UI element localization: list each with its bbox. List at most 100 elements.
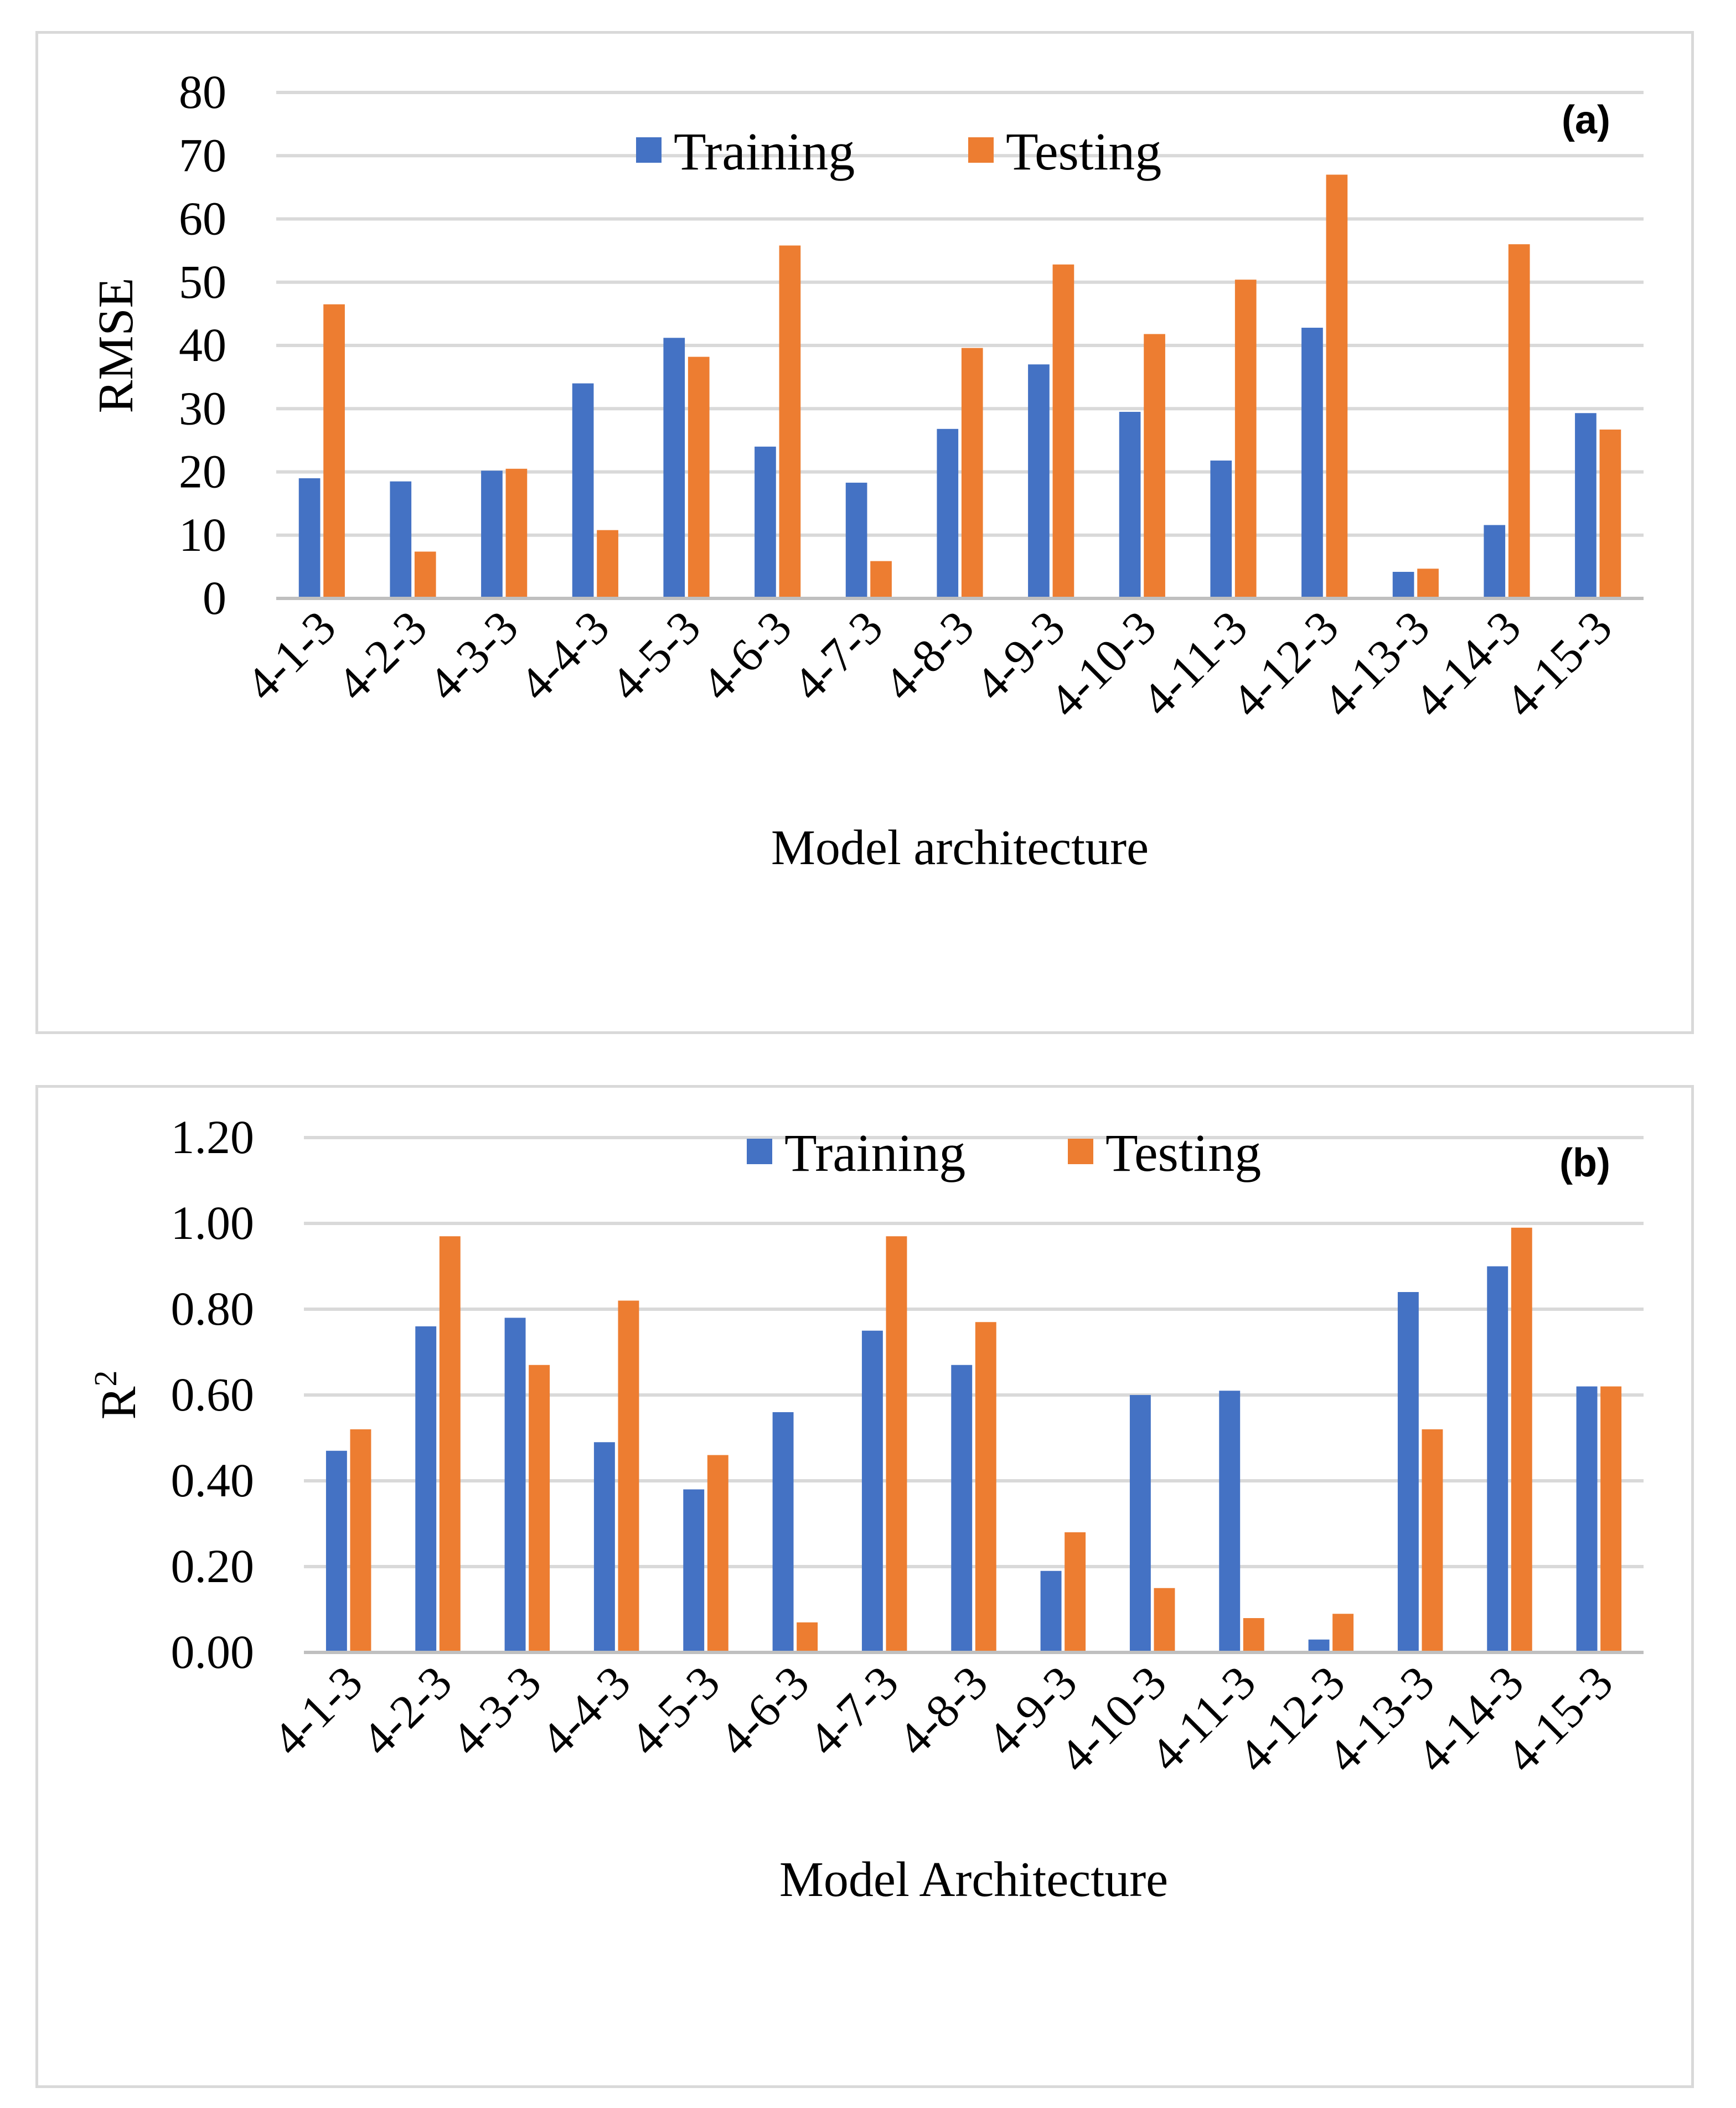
legend: Training Testing	[636, 122, 1161, 181]
bar-testing-4-5-3	[688, 356, 710, 598]
bars	[298, 174, 1621, 598]
legend: Training Testing	[747, 1123, 1261, 1182]
y-axis-ticks: 0 10 20 30 40 50 60 70 80	[179, 65, 226, 624]
bar-testing-4-2-3	[414, 551, 436, 598]
y-tick-label: 0.00	[171, 1625, 255, 1678]
bar-testing-4-7-3	[870, 561, 892, 598]
y-tick-label: 80	[179, 65, 226, 118]
bar-testing-4-15-3	[1599, 429, 1621, 598]
x-tick-label: 4-3-3	[441, 1656, 551, 1766]
y-tick-label: 0.80	[171, 1282, 255, 1335]
series-training	[298, 328, 1596, 598]
bar-training-4-3-3	[481, 471, 503, 598]
x-axis-ticks: 4-1-34-2-34-3-34-4-34-5-34-6-34-7-34-8-3…	[262, 1656, 1623, 1783]
bar-training-4-2-3	[415, 1326, 437, 1652]
legend-label-testing: Testing	[1006, 122, 1161, 181]
gridlines	[304, 1136, 1644, 1568]
bar-training-4-4-3	[572, 383, 594, 598]
legend-label-testing: Testing	[1105, 1123, 1261, 1182]
y-axis-title: R2	[87, 1370, 146, 1419]
x-tick-label: 4-4-3	[530, 1656, 640, 1766]
y-tick-label: 0	[203, 571, 226, 624]
y-axis-title: RMSE	[89, 277, 143, 413]
y-tick-label: 50	[179, 255, 226, 308]
x-axis-title: Model Architecture	[779, 1852, 1168, 1907]
y-tick-label: 10	[179, 508, 226, 561]
bar-training-4-15-3	[1576, 1386, 1598, 1652]
r2-chart-panel: 0.00 0.20 0.40 0.60 0.80 1.00 1.20 4-1-3 4-2-3 4-…	[35, 1085, 1694, 2088]
bar-training-4-5-3	[663, 338, 685, 598]
bar-testing-4-5-3	[707, 1455, 728, 1652]
bar-training-4-7-3	[845, 482, 867, 598]
y-tick-label: 1.00	[171, 1196, 255, 1249]
x-tick-label: 4-1-3	[235, 601, 346, 711]
bar-training-4-11-3	[1210, 460, 1232, 598]
r2-chart: 0.000.200.400.600.801.001.204-1-34-2-34-…	[87, 1110, 1644, 1907]
legend-swatch-testing	[1068, 1139, 1093, 1164]
bar-training-4-15-3	[1575, 413, 1596, 598]
bar-training-4-4-3	[593, 1442, 615, 1652]
bar-testing-4-1-3	[350, 1429, 371, 1652]
bar-testing-4-8-3	[975, 1322, 996, 1652]
bar-testing-4-3-3	[529, 1365, 550, 1652]
bar-testing-4-9-3	[1052, 264, 1074, 598]
x-axis-ticks: 4-1-34-2-34-3-34-4-34-5-34-6-34-7-34-8-3…	[235, 601, 1622, 728]
x-tick-label: 4-12-3	[1221, 601, 1348, 728]
bar-testing-4-1-3	[323, 304, 345, 598]
legend-label-training: Training	[784, 1123, 965, 1182]
bar-training-4-13-3	[1392, 572, 1414, 598]
bar-training-4-12-3	[1301, 328, 1323, 598]
y-axis-ticks: 0.00 0.20 0.40 0.60 0.80 1.00 1.20	[171, 1110, 255, 1678]
bar-training-4-8-3	[951, 1365, 973, 1652]
y-tick-label: 70	[179, 128, 226, 182]
bar-training-4-9-3	[1040, 1570, 1062, 1652]
x-tick-label: 4-15-3	[1495, 601, 1622, 728]
x-tick-label: 4-7-3	[782, 601, 893, 711]
gridlines	[276, 91, 1644, 537]
bar-testing-4-8-3	[961, 348, 983, 598]
x-tick-label: 4-8-3	[887, 1656, 998, 1766]
y-tick-label: 1.20	[171, 1110, 255, 1164]
bar-training-4-14-3	[1487, 1266, 1508, 1652]
x-tick-label: 4-5-3	[600, 601, 711, 711]
panel-label: (b)	[1559, 1141, 1610, 1185]
y-tick-label: 0.20	[171, 1539, 255, 1593]
bar-testing-4-9-3	[1065, 1532, 1086, 1652]
bar-training-4-14-3	[1484, 525, 1506, 598]
bar-training-4-3-3	[504, 1318, 526, 1652]
bar-training-4-1-3	[326, 1450, 347, 1652]
bar-training-4-2-3	[390, 481, 412, 598]
legend-swatch-testing	[968, 137, 994, 163]
x-tick-label: 4-14-3	[1403, 601, 1531, 728]
series-training	[326, 1266, 1598, 1652]
bar-training-4-9-3	[1028, 364, 1050, 598]
bar-training-4-7-3	[861, 1330, 883, 1652]
bar-testing-4-11-3	[1243, 1618, 1264, 1652]
bar-testing-4-2-3	[439, 1236, 461, 1652]
x-tick-label: 4-7-3	[798, 1656, 908, 1766]
x-tick-label: 4-5-3	[619, 1656, 730, 1766]
x-tick-label: 4-6-3	[691, 601, 802, 711]
y-tick-label: 30	[179, 381, 226, 435]
x-tick-label: 4-1-3	[262, 1656, 373, 1766]
x-tick-label: 4-2-3	[352, 1656, 462, 1766]
bar-training-4-1-3	[298, 478, 321, 598]
bar-training-4-6-3	[755, 446, 776, 598]
rmse-chart: 0 10 20 30 40 50 60 70 80 4-1-34-2-34-3-34-4-34-5…	[89, 65, 1644, 875]
y-tick-label: 0.60	[171, 1368, 255, 1421]
bar-training-4-12-3	[1308, 1639, 1330, 1652]
legend-swatch-training	[636, 137, 662, 163]
y-tick-label: 20	[179, 445, 226, 498]
bar-testing-4-6-3	[797, 1622, 818, 1652]
bar-testing-4-13-3	[1422, 1429, 1443, 1652]
bar-training-4-10-3	[1119, 411, 1141, 598]
bar-testing-4-12-3	[1332, 1614, 1354, 1652]
x-tick-label: 4-13-3	[1313, 601, 1440, 728]
x-tick-label: 4-8-3	[874, 601, 984, 711]
panel-label: (a)	[1562, 98, 1610, 142]
y-tick-label: 60	[179, 192, 226, 245]
bar-testing-4-13-3	[1417, 569, 1439, 598]
series-testing	[323, 174, 1621, 598]
bar-testing-4-10-3	[1154, 1588, 1175, 1652]
bar-training-4-11-3	[1219, 1391, 1241, 1652]
